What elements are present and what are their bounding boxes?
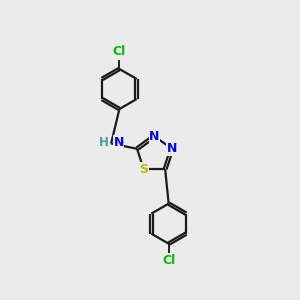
Text: N: N <box>149 130 160 143</box>
Text: Cl: Cl <box>162 254 175 267</box>
Text: H: H <box>99 136 109 148</box>
Text: S: S <box>139 163 148 176</box>
Text: Cl: Cl <box>113 45 126 58</box>
Text: N: N <box>113 136 124 148</box>
Text: N: N <box>167 142 177 155</box>
